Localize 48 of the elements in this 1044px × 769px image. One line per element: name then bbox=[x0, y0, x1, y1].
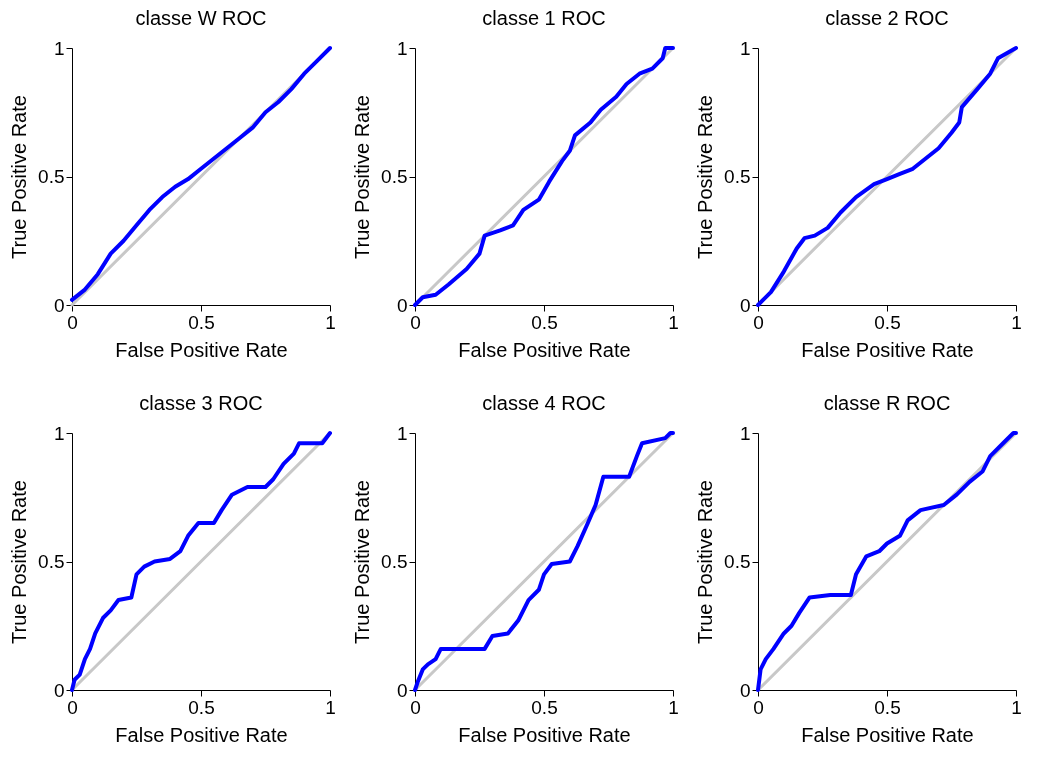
x-tick-label: 0.5 bbox=[531, 696, 558, 718]
y-axis-title: True Positive Rate bbox=[351, 95, 374, 259]
y-tick-label: 0.5 bbox=[724, 166, 751, 187]
x-tick-label: 1 bbox=[325, 696, 336, 718]
y-tick-label: 0 bbox=[396, 679, 408, 701]
x-tick-label: 0.5 bbox=[188, 311, 215, 333]
x-axis-title: False Positive Rate bbox=[458, 338, 631, 361]
x-tick-label: 0.5 bbox=[874, 311, 901, 333]
x-axis-title: False Positive Rate bbox=[801, 338, 974, 361]
y-tick-label: 1 bbox=[53, 37, 65, 59]
y-tick-label: 0.5 bbox=[381, 166, 408, 187]
x-axis-title: False Positive Rate bbox=[458, 723, 631, 746]
x-tick-label: 1 bbox=[668, 311, 679, 333]
y-tick-label: 1 bbox=[396, 37, 408, 59]
x-tick-label: 0.5 bbox=[531, 311, 558, 333]
y-axis-title: True Positive Rate bbox=[8, 480, 31, 644]
x-tick-label: 0.5 bbox=[188, 696, 215, 718]
x-tick-label: 1 bbox=[1011, 311, 1022, 333]
x-tick-label: 1 bbox=[668, 696, 679, 718]
y-tick-label: 1 bbox=[53, 422, 65, 444]
y-tick-label: 0.5 bbox=[381, 551, 408, 572]
x-axis-title: False Positive Rate bbox=[115, 338, 288, 361]
y-tick-label: 1 bbox=[739, 422, 751, 444]
x-tick-label: 1 bbox=[325, 311, 336, 333]
y-tick-label: 0 bbox=[53, 679, 65, 701]
y-tick-label: 0.5 bbox=[38, 551, 65, 572]
y-tick-label: 1 bbox=[396, 422, 408, 444]
chart-title: classe 2 ROC bbox=[825, 7, 949, 29]
y-tick-label: 0 bbox=[739, 294, 751, 316]
x-axis-title: False Positive Rate bbox=[801, 723, 974, 746]
chart-title: classe 1 ROC bbox=[482, 7, 606, 29]
y-axis-title: True Positive Rate bbox=[8, 95, 31, 259]
y-axis-title: True Positive Rate bbox=[351, 480, 374, 644]
chart-title: classe W ROC bbox=[135, 7, 267, 29]
y-axis-title: True Positive Rate bbox=[694, 480, 717, 644]
x-tick-label: 0.5 bbox=[874, 696, 901, 718]
y-tick-label: 0 bbox=[739, 679, 751, 701]
x-axis-title: False Positive Rate bbox=[115, 723, 288, 746]
y-tick-label: 0.5 bbox=[38, 166, 65, 187]
chart-title: classe R ROC bbox=[823, 392, 951, 414]
chart-title: classe 4 ROC bbox=[482, 392, 606, 414]
y-tick-label: 0 bbox=[53, 294, 65, 316]
chart-title: classe 3 ROC bbox=[139, 392, 263, 414]
y-tick-label: 0.5 bbox=[724, 551, 751, 572]
y-tick-label: 1 bbox=[739, 37, 751, 59]
y-axis-title: True Positive Rate bbox=[694, 95, 717, 259]
y-tick-label: 0 bbox=[396, 294, 408, 316]
x-tick-label: 1 bbox=[1011, 696, 1022, 718]
